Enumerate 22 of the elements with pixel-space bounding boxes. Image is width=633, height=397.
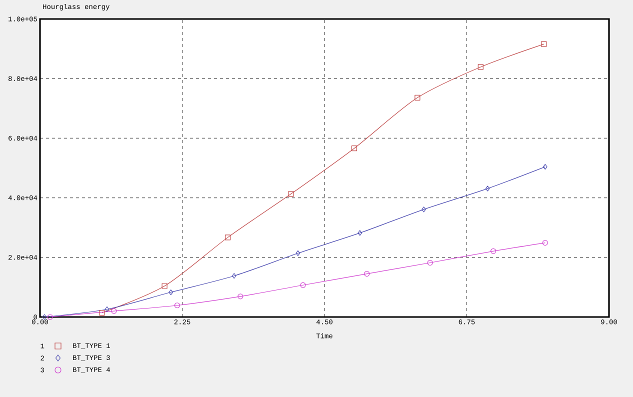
- point: [478, 64, 484, 70]
- point: [427, 260, 433, 266]
- point: [224, 234, 231, 240]
- point: [541, 41, 547, 47]
- point: [296, 250, 300, 256]
- point: [162, 283, 168, 289]
- point: [288, 191, 294, 197]
- point: [485, 186, 490, 192]
- point: [232, 273, 236, 279]
- point: [174, 302, 180, 308]
- point: [364, 270, 370, 277]
- point: [111, 308, 117, 314]
- point: [300, 282, 306, 288]
- point: [422, 206, 426, 212]
- point: [414, 94, 420, 100]
- point: [490, 248, 496, 254]
- point: [358, 230, 362, 236]
- point: [99, 310, 105, 316]
- point: [104, 306, 110, 312]
- point: [168, 289, 174, 296]
- point: [238, 294, 244, 300]
- point: [351, 146, 358, 152]
